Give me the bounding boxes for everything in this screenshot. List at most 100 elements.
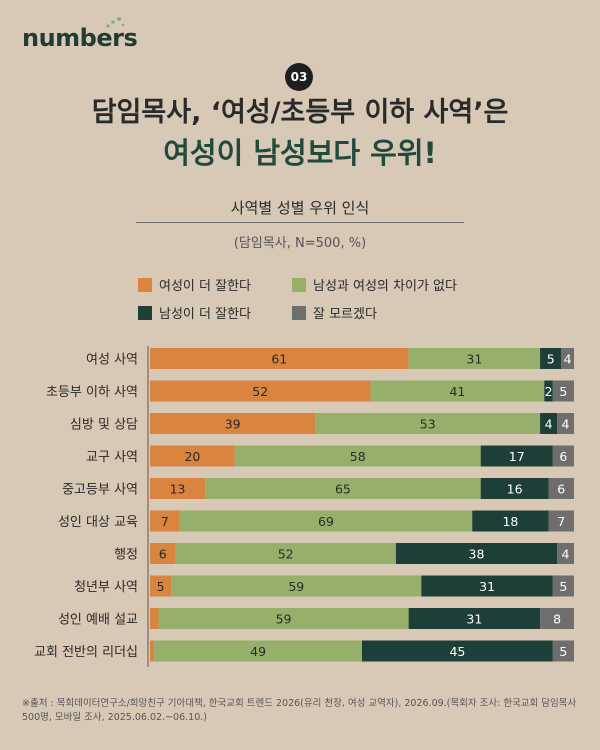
bar-segment bbox=[315, 413, 541, 434]
legend-item-no-difference: 남성과 여성의 차이가 없다 bbox=[292, 275, 457, 294]
bar-segment bbox=[548, 478, 574, 499]
data-label: 20 bbox=[184, 449, 200, 464]
data-label: 49 bbox=[250, 644, 266, 659]
bar-segment bbox=[395, 543, 558, 564]
bar-segment bbox=[150, 575, 172, 597]
legend-item-female-better: 여성이 더 잘한다 bbox=[138, 275, 251, 294]
data-label: 65 bbox=[335, 482, 351, 497]
data-label: 5 bbox=[559, 644, 567, 659]
bar-segment bbox=[408, 608, 541, 629]
category-label: 청년부 사역 bbox=[74, 580, 138, 595]
bar-segment bbox=[234, 445, 481, 467]
data-label: 17 bbox=[509, 449, 525, 464]
section-badge: 03 bbox=[285, 63, 313, 91]
data-label: 61 bbox=[271, 352, 287, 367]
data-label: 5 bbox=[559, 384, 567, 399]
data-label: 41 bbox=[449, 384, 465, 399]
source-footnote: ※출처 : 목회데이터연구소/희망친구 기아대책, 한국교회 트렌드 2026(… bbox=[22, 698, 577, 723]
data-label: 59 bbox=[276, 612, 292, 627]
bar-segment bbox=[175, 543, 396, 564]
legend-label: 여성이 더 잘한다 bbox=[159, 279, 251, 294]
bar-segment bbox=[150, 445, 235, 467]
category-label: 초등부 이하 사역 bbox=[46, 385, 138, 400]
data-label: 59 bbox=[288, 579, 304, 594]
data-label: 38 bbox=[469, 547, 485, 562]
bar-segment bbox=[552, 445, 574, 467]
legend-swatch bbox=[292, 277, 306, 292]
logo-dots-icon bbox=[106, 17, 125, 28]
data-label: 4 bbox=[545, 417, 553, 432]
data-label: 69 bbox=[318, 514, 334, 529]
category-label: 행정 bbox=[114, 547, 138, 563]
data-label: 52 bbox=[278, 547, 294, 562]
data-label: 2 bbox=[545, 384, 553, 399]
data-label: 4 bbox=[562, 547, 570, 562]
bar-segment bbox=[552, 640, 574, 662]
bar-segment bbox=[408, 348, 541, 369]
data-label: 31 bbox=[479, 579, 495, 594]
data-label: 5 bbox=[559, 579, 567, 594]
data-label: 5 bbox=[547, 352, 555, 367]
data-label: 4 bbox=[562, 417, 570, 432]
data-label: 31 bbox=[466, 352, 482, 367]
bar-segment bbox=[421, 575, 553, 597]
legend-swatch bbox=[292, 305, 306, 320]
data-label: 31 bbox=[466, 612, 482, 627]
bar-segment bbox=[154, 640, 362, 662]
bar-segment bbox=[150, 413, 316, 434]
bar-segment bbox=[179, 510, 473, 532]
data-label: 6 bbox=[557, 482, 565, 497]
bar-segment bbox=[540, 608, 574, 629]
data-label: 52 bbox=[252, 384, 268, 399]
brand-logo: numbers bbox=[22, 24, 138, 52]
data-label: 45 bbox=[449, 644, 465, 659]
bar-segment bbox=[480, 478, 549, 499]
data-label: 7 bbox=[557, 514, 565, 529]
bar-segment bbox=[150, 380, 371, 402]
bar-segment bbox=[548, 510, 574, 532]
bar-segment bbox=[150, 640, 155, 662]
category-label: 여성 사역 bbox=[86, 353, 138, 368]
data-label: 18 bbox=[502, 514, 518, 529]
page-title-line2: 여성이 남성보다 우위! bbox=[163, 136, 437, 170]
data-label: 16 bbox=[507, 482, 523, 497]
category-label: 성인 대상 교육 bbox=[58, 515, 138, 530]
data-label: 4 bbox=[564, 352, 572, 367]
category-label: 성인 예배 설교 bbox=[58, 613, 138, 628]
legend-swatch bbox=[138, 305, 152, 320]
legend-swatch bbox=[138, 277, 152, 292]
subtitle-divider bbox=[136, 222, 464, 223]
data-label: 39 bbox=[225, 417, 241, 432]
data-label: 7 bbox=[161, 514, 169, 529]
bar-segment bbox=[552, 380, 574, 402]
bar-segment bbox=[150, 543, 176, 564]
bar-segment bbox=[362, 640, 553, 662]
data-label: 13 bbox=[170, 482, 186, 497]
bar-segment bbox=[150, 608, 159, 629]
bar-segment bbox=[544, 380, 553, 402]
category-label: 교구 사역 bbox=[86, 450, 138, 465]
chart-subtitle: 사역별 성별 우위 인식 bbox=[230, 199, 370, 217]
unit-note: (담임목사, N=500, %) bbox=[233, 236, 367, 251]
data-label: 8 bbox=[553, 612, 561, 627]
legend-item-dont-know: 잘 모르겠다 bbox=[292, 303, 377, 322]
bar-segment bbox=[370, 380, 545, 402]
legend-label: 남성과 여성의 차이가 없다 bbox=[313, 279, 457, 294]
bar-segment bbox=[158, 608, 409, 629]
legend-label: 남성이 더 잘한다 bbox=[159, 307, 251, 322]
bar-segment bbox=[480, 445, 553, 467]
page-title-line1: 담임목사, ‘여성/초등부 이하 사역’은 bbox=[91, 97, 509, 128]
data-label: 5 bbox=[157, 579, 165, 594]
bar-segment bbox=[557, 413, 574, 434]
bar-segment bbox=[540, 348, 562, 369]
data-label: 53 bbox=[420, 417, 436, 432]
bar-segment bbox=[552, 575, 574, 597]
data-label: 6 bbox=[559, 449, 567, 464]
legend-item-male-better: 남성이 더 잘한다 bbox=[138, 303, 251, 322]
bar-segment bbox=[472, 510, 549, 532]
bar-segment bbox=[150, 478, 206, 499]
bar-segment bbox=[540, 413, 558, 434]
bar-segment bbox=[561, 348, 574, 369]
data-label: 58 bbox=[350, 449, 366, 464]
data-label: 6 bbox=[159, 547, 167, 562]
